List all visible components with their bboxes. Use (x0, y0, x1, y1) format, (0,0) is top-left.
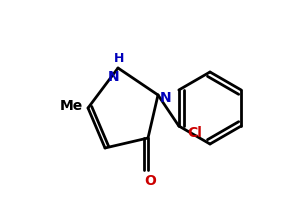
Text: Me: Me (60, 99, 83, 113)
Text: Cl: Cl (187, 126, 202, 140)
Text: H: H (114, 52, 124, 65)
Text: N: N (108, 70, 120, 84)
Text: O: O (144, 174, 156, 188)
Text: N: N (160, 91, 172, 105)
